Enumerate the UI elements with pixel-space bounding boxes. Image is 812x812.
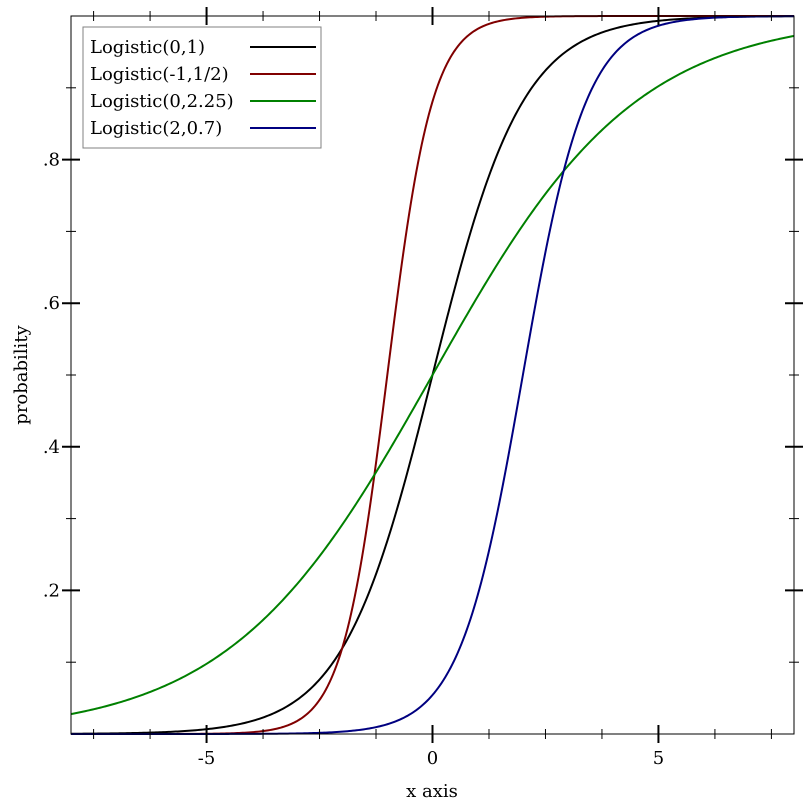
legend-label: Logistic(-1,1/2) [90, 64, 229, 85]
x-tick-label: -5 [198, 748, 216, 769]
x-tick-labels: -5 0 5 [198, 748, 664, 769]
plot-frame [70, 15, 795, 735]
y-axis-label: probability [11, 324, 32, 424]
series-line-3 [70, 34, 795, 716]
x-tick-label: 0 [427, 748, 438, 769]
legend-label: Logistic(2,0.7) [90, 118, 222, 139]
x-tick-label: 5 [653, 748, 664, 769]
y-tick-label: .4 [43, 437, 60, 458]
legend-label: Logistic(0,1) [90, 37, 205, 58]
y-tick-label: .8 [43, 150, 60, 171]
y-tick-label: .2 [43, 580, 60, 601]
x-axis-label: x axis [406, 781, 458, 802]
legend: Logistic(0,1) Logistic(-1,1/2) Logistic(0,… [82, 26, 322, 149]
y-tick-label: .6 [43, 293, 60, 314]
legend-label: Logistic(0,2.25) [90, 91, 234, 112]
y-tick-labels: .2 .4 .6 .8 [43, 150, 60, 602]
